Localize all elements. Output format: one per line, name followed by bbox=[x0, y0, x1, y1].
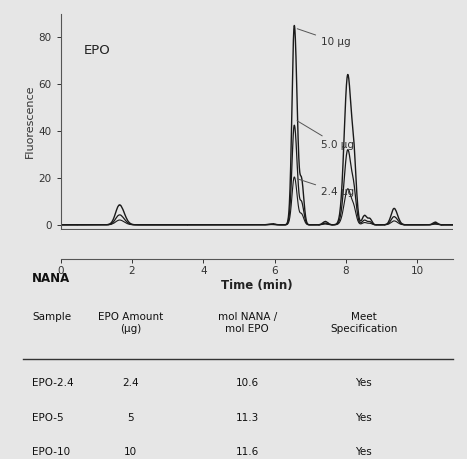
Text: 10.6: 10.6 bbox=[235, 378, 259, 388]
Text: mol NANA /
mol EPO: mol NANA / mol EPO bbox=[218, 313, 277, 334]
Text: EPO: EPO bbox=[84, 44, 111, 56]
Text: Yes: Yes bbox=[355, 413, 372, 423]
Text: NANA: NANA bbox=[32, 272, 70, 285]
Text: Meet
Specification: Meet Specification bbox=[330, 313, 397, 334]
Text: 11.3: 11.3 bbox=[235, 413, 259, 423]
Text: Yes: Yes bbox=[355, 378, 372, 388]
Text: Sample: Sample bbox=[32, 313, 71, 323]
Text: EPO-5: EPO-5 bbox=[32, 413, 64, 423]
Text: 2.4 μg: 2.4 μg bbox=[297, 179, 354, 197]
Text: 11.6: 11.6 bbox=[235, 448, 259, 458]
Text: 10 μg: 10 μg bbox=[297, 29, 351, 47]
Text: 2.4: 2.4 bbox=[122, 378, 139, 388]
Text: 5: 5 bbox=[127, 413, 134, 423]
X-axis label: Time (min): Time (min) bbox=[221, 279, 293, 292]
Text: 10: 10 bbox=[124, 448, 137, 458]
Text: EPO-2.4: EPO-2.4 bbox=[32, 378, 74, 388]
Text: 5.0 μg: 5.0 μg bbox=[297, 121, 354, 150]
Text: EPO-10: EPO-10 bbox=[32, 448, 70, 458]
Text: Yes: Yes bbox=[355, 448, 372, 458]
Text: EPO Amount
(μg): EPO Amount (μg) bbox=[98, 313, 163, 334]
Y-axis label: Fluorescence: Fluorescence bbox=[24, 85, 35, 158]
